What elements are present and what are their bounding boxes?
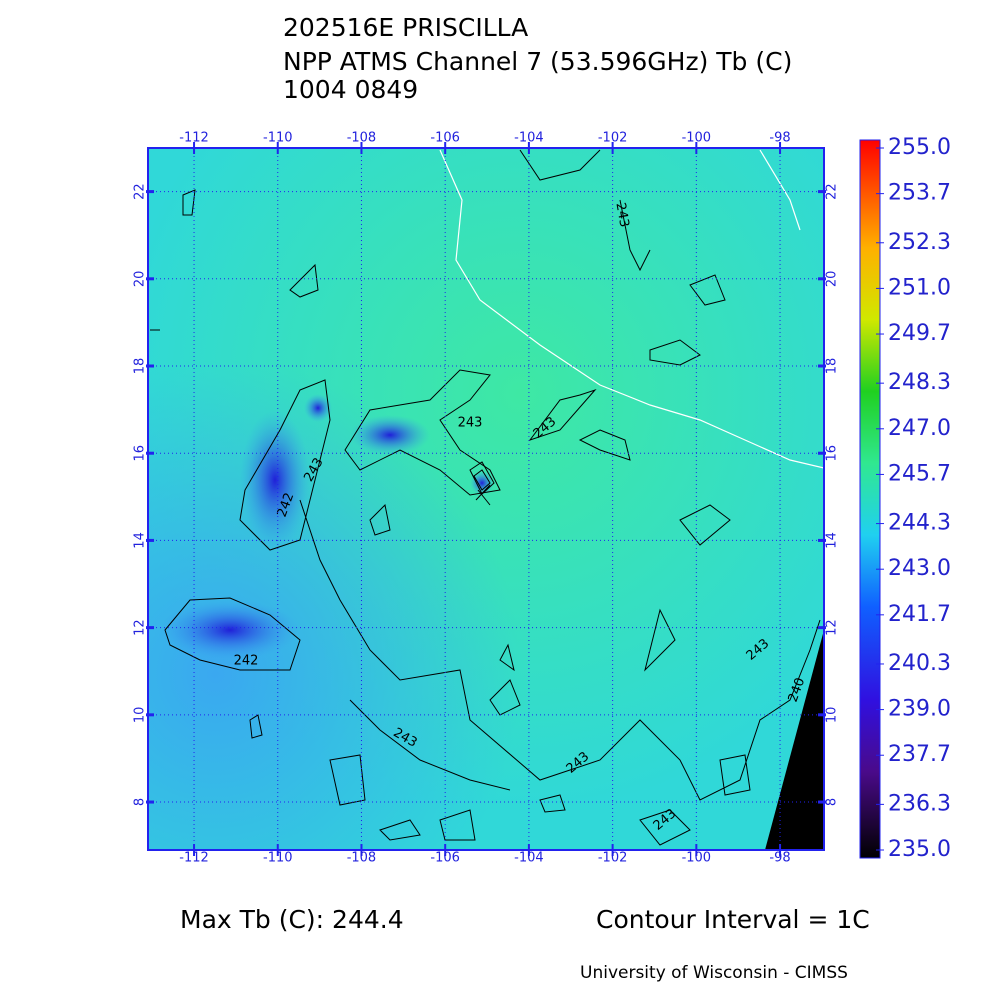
lon-label: -106 xyxy=(430,131,460,146)
lat-label: 16 xyxy=(133,445,148,462)
lat-label: 22 xyxy=(133,183,148,200)
lon-label: -110 xyxy=(263,851,293,866)
max-tb: Max Tb (C): 244.4 xyxy=(180,905,404,934)
lat-label: 20 xyxy=(825,271,840,288)
map-frame xyxy=(147,147,825,851)
colorbar-label: 249.7 xyxy=(888,321,951,346)
colorbar xyxy=(859,139,881,859)
subtitle: NPP ATMS Channel 7 (53.596GHz) Tb (C) xyxy=(283,47,792,76)
lat-label: 12 xyxy=(133,619,148,636)
lat-label: 16 xyxy=(825,445,840,462)
lon-label: -110 xyxy=(263,131,293,146)
lat-label: 18 xyxy=(133,358,148,375)
credit: University of Wisconsin - CIMSS xyxy=(580,963,848,983)
contour-label: 243 xyxy=(612,201,631,228)
lat-label: 10 xyxy=(825,707,840,724)
colorbar-label: 239.0 xyxy=(888,697,951,722)
colorbar-label: 237.7 xyxy=(888,742,951,767)
lon-label: -102 xyxy=(598,131,628,146)
colorbar-label: 236.3 xyxy=(888,791,951,816)
colorbar-label: 255.0 xyxy=(888,135,951,160)
colorbar-label: 240.3 xyxy=(888,651,951,676)
lon-label: -112 xyxy=(179,851,209,866)
lon-label: -100 xyxy=(682,131,712,146)
colorbar-label: 248.3 xyxy=(888,370,951,395)
colorbar-label: 235.0 xyxy=(888,837,951,862)
lon-label: -104 xyxy=(514,131,544,146)
colorbar-label: 251.0 xyxy=(888,275,951,300)
lon-label: -100 xyxy=(682,851,712,866)
contour-label: 242 xyxy=(234,654,259,669)
lon-label: -98 xyxy=(769,131,790,146)
lon-label: -98 xyxy=(769,851,790,866)
colorbar-label: 243.0 xyxy=(888,556,951,581)
lon-label: -108 xyxy=(347,851,377,866)
field xyxy=(148,148,824,850)
lat-label: 8 xyxy=(825,798,840,806)
lon-label: -106 xyxy=(430,851,460,866)
timestamp: 1004 0849 xyxy=(283,75,418,104)
title: 202516E PRISCILLA xyxy=(283,13,528,42)
lon-label: -112 xyxy=(179,131,209,146)
lat-label: 20 xyxy=(133,271,148,288)
colorbar-label: 241.7 xyxy=(888,602,951,627)
lat-label: 8 xyxy=(133,798,148,806)
lat-label: 22 xyxy=(825,183,840,200)
lat-label: 18 xyxy=(825,358,840,375)
lat-label: 14 xyxy=(133,532,148,549)
lat-label: 14 xyxy=(825,532,840,549)
contour-interval: Contour Interval = 1C xyxy=(596,905,870,934)
lat-label: 12 xyxy=(825,619,840,636)
colorbar-label: 244.3 xyxy=(888,511,951,536)
lon-label: -108 xyxy=(347,131,377,146)
colorbar-label: 247.0 xyxy=(888,416,951,441)
contour-label: 243 xyxy=(458,416,483,431)
colorbar-label: 252.3 xyxy=(888,230,951,255)
lon-label: -102 xyxy=(598,851,628,866)
lat-label: 10 xyxy=(133,707,148,724)
colorbar-label: 245.7 xyxy=(888,461,951,486)
lon-label: -104 xyxy=(514,851,544,866)
colorbar-label: 253.7 xyxy=(888,181,951,206)
